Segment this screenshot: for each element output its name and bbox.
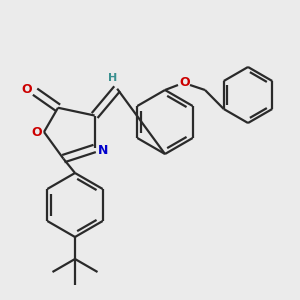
Text: H: H: [107, 73, 117, 83]
Text: O: O: [22, 83, 32, 96]
Text: N: N: [98, 144, 108, 157]
Text: O: O: [32, 125, 42, 139]
Text: O: O: [180, 76, 190, 89]
